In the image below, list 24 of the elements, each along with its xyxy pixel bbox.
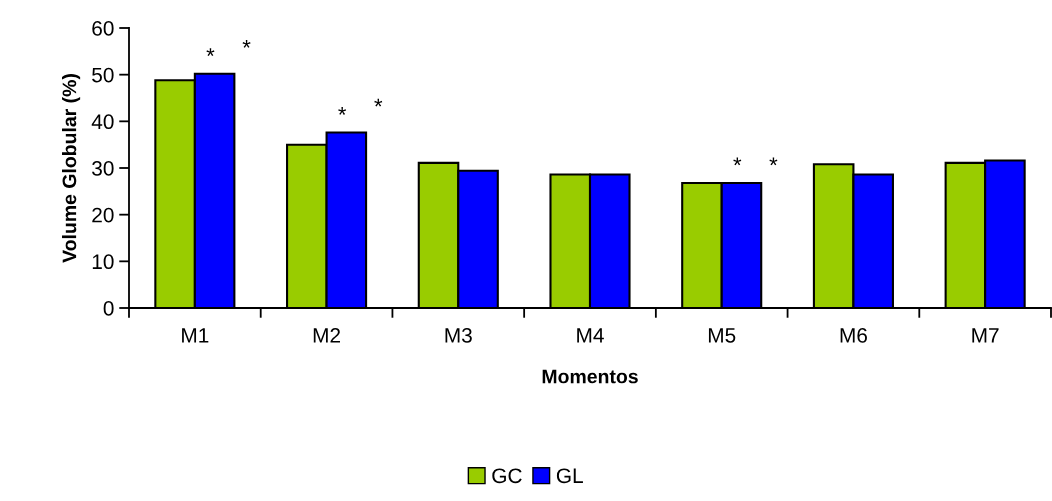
annotation: * (338, 107, 347, 115)
y-tick-label: 50 (92, 67, 114, 83)
x-tick-label: M6 (840, 327, 867, 343)
x-tick-label: M4 (577, 328, 604, 343)
x-tick-label: M2 (313, 327, 340, 343)
y-axis-title: Volume Globular (%) (62, 74, 81, 263)
y-tick-label: 30 (92, 161, 114, 176)
x-tick-label: M7 (972, 328, 999, 343)
y-tick-label: 20 (92, 207, 114, 223)
annotation: * (206, 48, 215, 57)
annotation: * (374, 98, 383, 107)
y-tick-label: 10 (92, 254, 114, 270)
x-tick-label: M3 (445, 327, 472, 343)
x-axis-title: Momentos (542, 369, 638, 384)
legend-label: GC (492, 468, 522, 484)
legend-label: GL (556, 468, 583, 484)
annotation: * (769, 157, 778, 166)
y-tick-label: 0 (103, 301, 114, 316)
x-tick-label: M1 (182, 328, 209, 343)
annotation: * (242, 39, 251, 48)
y-tick-label: 60 (92, 21, 114, 36)
annotation: * (733, 157, 742, 166)
y-tick-label: 40 (91, 114, 114, 130)
x-tick-label: M5 (708, 328, 736, 343)
